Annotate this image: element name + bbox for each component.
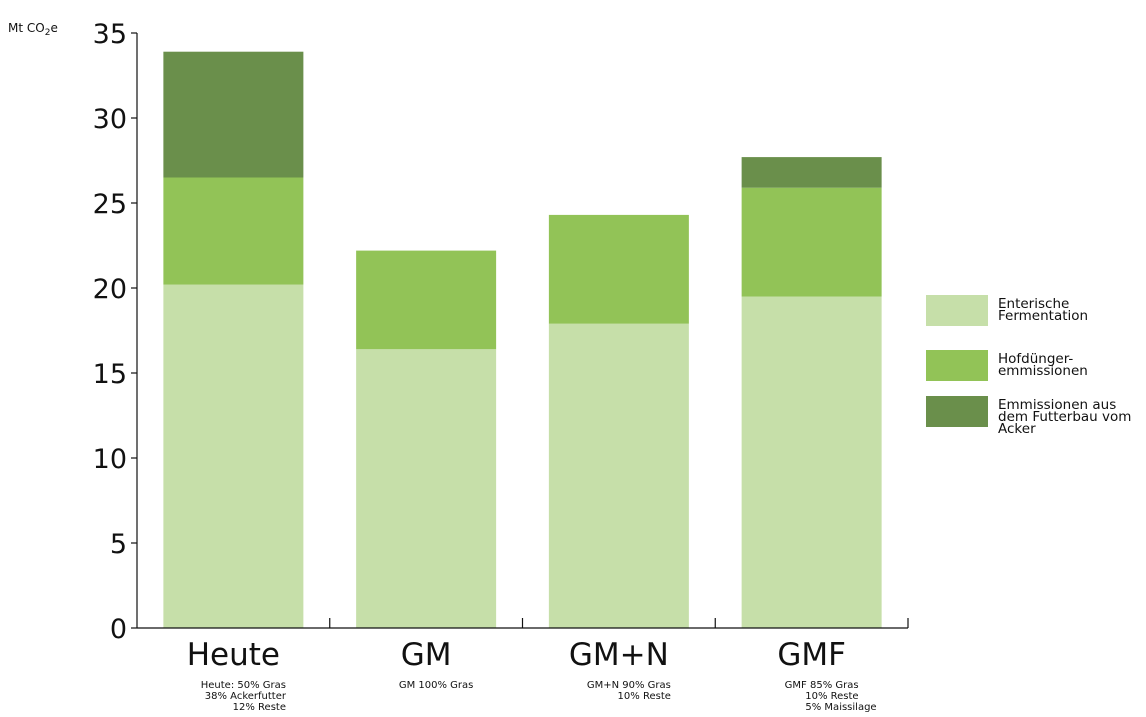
bar-segment bbox=[741, 296, 882, 628]
category-note: 10% Reste bbox=[805, 691, 858, 702]
y-tick-label: 30 bbox=[93, 104, 127, 135]
y-tick-label: 0 bbox=[110, 614, 127, 645]
bar-segment bbox=[356, 250, 497, 350]
y-axis: 0 5 10 15 20 25 30 35 bbox=[93, 19, 138, 645]
legend: Enterische Fermentation Hofdünger-emmissio… bbox=[926, 295, 1131, 437]
legend-label: Enterische Fermentation bbox=[998, 296, 1088, 324]
legend-label-line: Acker bbox=[998, 421, 1036, 437]
legend-label: Emmissionen aus dem Futterbau vom Acker bbox=[998, 397, 1131, 437]
category-note: 5% Maissilage bbox=[805, 702, 876, 713]
category-note: 38% Ackerfutter bbox=[205, 691, 287, 702]
bar-segment bbox=[163, 284, 304, 628]
category-label: GM+N bbox=[569, 637, 669, 673]
legend-label-line: Fermentation bbox=[998, 308, 1088, 324]
category-label: GMF bbox=[777, 637, 846, 673]
category-note: Heute: 50% Gras bbox=[201, 680, 286, 691]
legend-swatch bbox=[926, 396, 988, 427]
legend-label-line: Hofdünger- bbox=[998, 351, 1073, 367]
category-note: GM+N 90% Gras bbox=[587, 680, 671, 691]
legend-swatch bbox=[926, 350, 988, 381]
category-note: GM 100% Gras bbox=[399, 680, 474, 691]
legend-label-line: Emmissionen aus bbox=[998, 397, 1116, 413]
legend-label-line: dem Futterbau vom bbox=[998, 409, 1131, 425]
legend-label-line: Enterische bbox=[998, 296, 1069, 312]
y-tick-label: 25 bbox=[93, 189, 127, 220]
bar-segment bbox=[548, 323, 689, 628]
bar-segment bbox=[356, 349, 497, 628]
y-axis-unit-label: Mt CO2e bbox=[8, 21, 58, 38]
bar-segment bbox=[163, 177, 304, 285]
y-tick-label: 5 bbox=[110, 529, 127, 560]
bar-segment bbox=[163, 51, 304, 178]
category-label: GM bbox=[401, 637, 452, 673]
y-tick-label: 10 bbox=[93, 444, 127, 475]
bar-segment bbox=[548, 214, 689, 324]
y-tick-label: 15 bbox=[93, 359, 127, 390]
category-note: 10% Reste bbox=[618, 691, 671, 702]
category-label: Heute bbox=[187, 637, 280, 673]
legend-swatch bbox=[926, 295, 988, 326]
y-tick-label: 35 bbox=[93, 19, 127, 50]
category-note: GMF 85% Gras bbox=[785, 680, 859, 691]
legend-label-line: emmissionen bbox=[998, 363, 1088, 379]
category-note: 12% Reste bbox=[233, 702, 286, 713]
bar-segment bbox=[741, 157, 882, 188]
bar-segment bbox=[741, 187, 882, 297]
legend-label: Hofdünger-emmissionen bbox=[998, 351, 1088, 379]
y-tick-label: 20 bbox=[93, 274, 127, 305]
bars bbox=[163, 51, 882, 628]
